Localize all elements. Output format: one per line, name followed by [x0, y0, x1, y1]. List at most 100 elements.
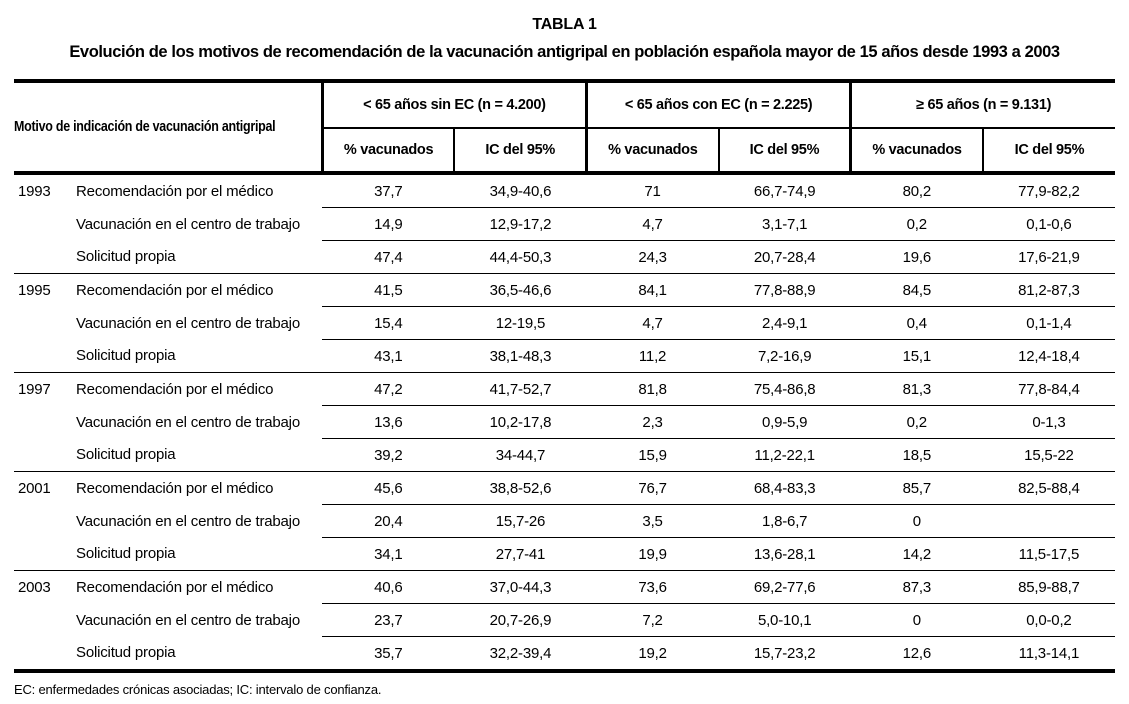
value-cell: 11,3-14,1 — [982, 636, 1115, 671]
value-cell: 0,1-1,4 — [982, 306, 1115, 340]
value-cell: 19,9 — [586, 537, 719, 571]
value-cell: 15,4 — [322, 306, 455, 340]
value-cell: 20,7-26,9 — [454, 603, 587, 637]
table-row: Vacunación en el centro de trabajo 13,6 … — [14, 405, 1115, 439]
value-cell: 4,7 — [586, 306, 719, 340]
year-cell — [14, 307, 76, 340]
value-cell: 85,7 — [850, 471, 983, 505]
value-cell: 12-19,5 — [454, 306, 587, 340]
subheader-pct-vacunados: % vacunados — [849, 128, 983, 175]
value-cell: 40,6 — [322, 570, 455, 604]
value-cell: 20,7-28,4 — [718, 240, 851, 274]
value-cell: 85,9-88,7 — [982, 570, 1115, 604]
value-cell: 0,4 — [850, 306, 983, 340]
table-row: Vacunación en el centro de trabajo 20,4 … — [14, 504, 1115, 538]
value-cell: 47,2 — [322, 372, 455, 406]
value-cell: 37,7 — [374, 182, 403, 200]
year-cell — [14, 439, 76, 472]
year-cell — [14, 604, 76, 637]
year-cell — [14, 208, 76, 241]
group-header-over65: ≥ 65 años (n = 9.131) — [849, 81, 1115, 129]
value-cell: 11,2-22,1 — [718, 438, 851, 472]
value-cell: 34,9-40,6 — [489, 182, 552, 200]
data-table: Motivo de indicación de vacunación antig… — [14, 79, 1115, 673]
table-row: Solicitud propia 39,2 34-44,7 15,9 11,2-… — [14, 438, 1115, 472]
motive-cell: Vacunación en el centro de trabajo — [76, 512, 300, 530]
table-number-title: TABLA 1 — [532, 16, 597, 33]
value-cell: 15,7-26 — [454, 504, 587, 538]
row-header-cell: Motivo de indicación de vacunación antig… — [14, 81, 323, 175]
table-caption: Evolución de los motivos de recomendació… — [69, 43, 1060, 61]
motive-cell: Solicitud propia — [76, 446, 176, 464]
value-cell: 0 — [850, 603, 983, 637]
value-cell: 5,0-10,1 — [718, 603, 851, 637]
value-cell: 2,3 — [586, 405, 719, 439]
year-cell — [14, 241, 76, 274]
motive-cell: Solicitud propia — [76, 248, 176, 266]
subheader-ic95: IC del 95% — [717, 128, 851, 175]
motive-cell: Vacunación en el centro de trabajo — [76, 215, 300, 233]
table-row: 2003 Recomendación por el médico 40,6 37… — [14, 570, 1115, 604]
motive-cell: Recomendación por el médico — [76, 182, 274, 200]
motive-cell: Vacunación en el centro de trabajo — [76, 413, 300, 431]
value-cell: 12,4-18,4 — [982, 339, 1115, 373]
year-cell — [14, 637, 76, 672]
value-cell: 76,7 — [586, 471, 719, 505]
table-footnote: EC: enfermedades crónicas asociadas; IC:… — [14, 682, 382, 697]
value-cell: 13,6-28,1 — [718, 537, 851, 571]
table-row: Solicitud propia 35,7 32,2-39,4 19,2 15,… — [14, 636, 1115, 672]
motive-cell: Recomendación por el médico — [76, 471, 323, 505]
value-cell: 15,1 — [850, 339, 983, 373]
table-row: Vacunación en el centro de trabajo 14,9 … — [14, 207, 1115, 241]
value-cell: 77,8-88,9 — [718, 273, 851, 307]
value-cell: 81,2-87,3 — [982, 273, 1115, 307]
value-cell: 18,5 — [850, 438, 983, 472]
value-cell: 69,2-77,6 — [718, 570, 851, 604]
value-cell: 0 — [850, 504, 983, 538]
value-cell: 77,8-84,4 — [982, 372, 1115, 406]
value-cell — [982, 504, 1115, 538]
value-cell: 47,4 — [322, 240, 455, 274]
value-cell: 81,3 — [850, 372, 983, 406]
motive-cell: Vacunación en el centro de trabajo — [76, 314, 300, 332]
value-cell: 36,5-46,6 — [454, 273, 587, 307]
value-cell: 1,8-6,7 — [718, 504, 851, 538]
value-cell: 23,7 — [322, 603, 455, 637]
value-cell: 84,5 — [850, 273, 983, 307]
table-row: 1995 Recomendación por el médico 41,5 36… — [14, 273, 1115, 307]
table-row: 1997 Recomendación por el médico 47,2 41… — [14, 372, 1115, 406]
table-row: Solicitud propia 43,1 38,1-48,3 11,2 7,2… — [14, 339, 1115, 373]
value-cell: 20,4 — [322, 504, 455, 538]
year-cell — [14, 340, 76, 373]
year-cell: 1993 — [18, 182, 51, 200]
value-cell: 2,4-9,1 — [718, 306, 851, 340]
sub-header-row: % vacunados IC del 95% % vacunados IC de… — [14, 128, 1115, 175]
value-cell: 11,2 — [586, 339, 719, 373]
value-cell: 38,8-52,6 — [454, 471, 587, 505]
value-cell: 0,2 — [850, 405, 983, 439]
year-cell — [14, 406, 76, 439]
motive-cell: Recomendación por el médico — [76, 570, 323, 604]
motive-cell: Solicitud propia — [76, 644, 176, 662]
subheader-ic95: IC del 95% — [981, 128, 1115, 175]
value-cell: 7,2-16,9 — [718, 339, 851, 373]
value-cell: 80,2 — [902, 182, 932, 200]
value-cell: 15,7-23,2 — [718, 636, 851, 671]
value-cell: 0,0-0,2 — [982, 603, 1115, 637]
value-cell: 12,6 — [850, 636, 983, 671]
value-cell: 14,9 — [322, 207, 455, 241]
value-cell: 19,6 — [850, 240, 983, 274]
table-row: Solicitud propia 34,1 27,7-41 19,9 13,6-… — [14, 537, 1115, 571]
value-cell: 7,2 — [586, 603, 719, 637]
value-cell: 14,2 — [850, 537, 983, 571]
value-cell: 41,7-52,7 — [454, 372, 587, 406]
table-row: 1993 Recomendación por el médico 37,7 34… — [14, 173, 1115, 208]
value-cell: 12,9-17,2 — [454, 207, 587, 241]
value-cell: 13,6 — [322, 405, 455, 439]
table-row: Vacunación en el centro de trabajo 23,7 … — [14, 603, 1115, 637]
value-cell: 73,6 — [586, 570, 719, 604]
year-cell: 2001 — [14, 471, 77, 505]
value-cell: 34-44,7 — [454, 438, 587, 472]
year-cell: 1997 — [14, 372, 77, 406]
